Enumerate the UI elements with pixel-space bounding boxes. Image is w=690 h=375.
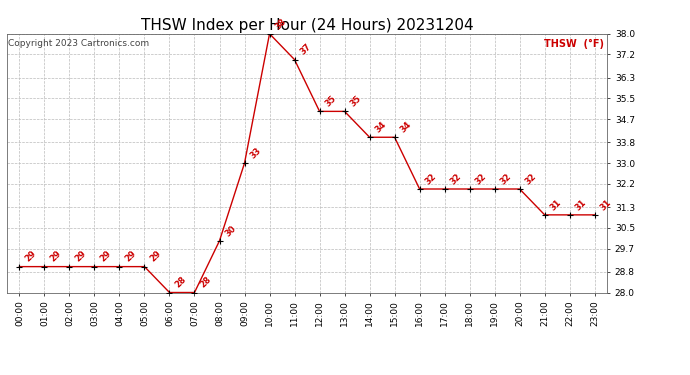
Text: 35: 35 <box>324 94 338 109</box>
Text: 28: 28 <box>174 275 188 290</box>
Text: 29: 29 <box>124 249 138 264</box>
Text: 29: 29 <box>48 249 63 264</box>
Text: 29: 29 <box>148 249 164 264</box>
Text: 29: 29 <box>99 249 113 264</box>
Text: 38: 38 <box>274 16 288 31</box>
Text: 33: 33 <box>248 146 263 160</box>
Text: 31: 31 <box>549 198 564 212</box>
Text: 28: 28 <box>199 275 213 290</box>
Text: 31: 31 <box>574 198 589 212</box>
Text: 35: 35 <box>348 94 364 109</box>
Text: 34: 34 <box>374 120 388 135</box>
Text: 32: 32 <box>448 172 464 186</box>
Text: 32: 32 <box>424 172 438 186</box>
Text: 34: 34 <box>399 120 413 135</box>
Text: 29: 29 <box>74 249 88 264</box>
Text: 32: 32 <box>499 172 513 186</box>
Text: THSW  (°F): THSW (°F) <box>544 39 604 49</box>
Text: 29: 29 <box>23 249 38 264</box>
Text: 37: 37 <box>299 42 313 57</box>
Text: 31: 31 <box>599 198 613 212</box>
Title: THSW Index per Hour (24 Hours) 20231204: THSW Index per Hour (24 Hours) 20231204 <box>141 18 473 33</box>
Text: 32: 32 <box>474 172 489 186</box>
Text: Copyright 2023 Cartronics.com: Copyright 2023 Cartronics.com <box>8 39 149 48</box>
Text: 30: 30 <box>224 224 238 238</box>
Text: 32: 32 <box>524 172 538 186</box>
